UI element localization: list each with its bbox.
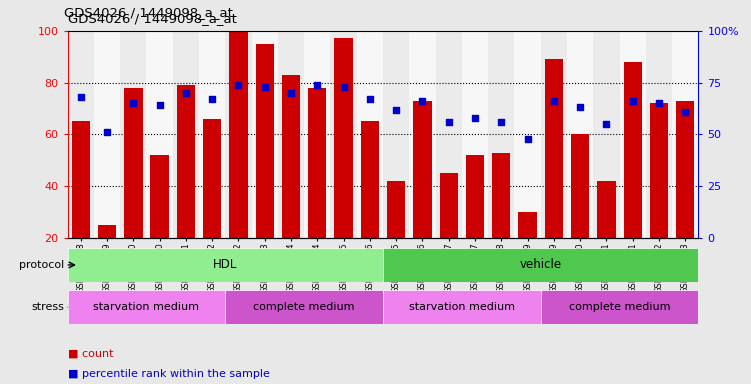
Point <box>521 136 533 142</box>
Point <box>548 98 560 104</box>
Bar <box>646 31 672 238</box>
Bar <box>383 290 541 324</box>
Bar <box>173 31 199 238</box>
Point <box>496 119 508 125</box>
Bar <box>94 31 120 238</box>
Point <box>75 94 87 100</box>
Bar <box>567 31 593 238</box>
Bar <box>676 101 695 238</box>
Bar <box>124 88 143 238</box>
Bar <box>492 152 511 238</box>
Text: complete medium: complete medium <box>253 302 355 312</box>
Point <box>679 109 691 115</box>
Bar <box>176 85 195 238</box>
Bar <box>203 119 222 238</box>
Bar <box>360 121 379 238</box>
Bar <box>383 31 409 238</box>
Bar <box>409 31 436 238</box>
Text: GDS4026 / 1449098_a_at: GDS4026 / 1449098_a_at <box>64 6 233 19</box>
Bar <box>150 155 169 238</box>
Bar <box>330 31 357 238</box>
Bar <box>439 173 458 238</box>
Bar <box>199 31 225 238</box>
Point <box>153 102 165 108</box>
Text: starvation medium: starvation medium <box>409 302 515 312</box>
Bar <box>383 248 698 282</box>
Point <box>469 115 481 121</box>
Bar <box>225 31 252 238</box>
Bar <box>436 31 462 238</box>
Bar <box>357 31 383 238</box>
Point <box>653 100 665 106</box>
Bar <box>252 31 278 238</box>
Bar <box>255 44 274 238</box>
Point <box>391 106 403 113</box>
Bar <box>387 181 406 238</box>
Point <box>338 84 350 90</box>
Bar <box>120 31 146 238</box>
Bar <box>229 31 248 238</box>
Bar <box>68 290 225 324</box>
Bar <box>413 101 432 238</box>
Text: HDL: HDL <box>213 258 237 271</box>
Bar <box>334 38 353 238</box>
Point <box>101 129 113 136</box>
Point <box>443 119 455 125</box>
Bar <box>98 225 116 238</box>
Text: ■ count: ■ count <box>68 348 113 358</box>
Bar <box>225 290 383 324</box>
Text: starvation medium: starvation medium <box>93 302 200 312</box>
Text: vehicle: vehicle <box>520 258 562 271</box>
Point <box>626 98 638 104</box>
Point <box>574 104 586 111</box>
Point <box>128 100 140 106</box>
Text: stress: stress <box>31 302 64 312</box>
Point <box>311 81 323 88</box>
Bar <box>672 31 698 238</box>
Bar <box>71 121 90 238</box>
Bar <box>597 181 616 238</box>
Point <box>285 90 297 96</box>
Bar <box>514 31 541 238</box>
Text: protocol: protocol <box>19 260 64 270</box>
Bar <box>146 31 173 238</box>
Bar <box>462 31 488 238</box>
Bar <box>68 31 94 238</box>
Bar <box>620 31 646 238</box>
Bar <box>650 103 668 238</box>
Point <box>180 90 192 96</box>
Bar <box>541 31 567 238</box>
Bar <box>68 248 383 282</box>
Bar <box>278 31 304 238</box>
Text: complete medium: complete medium <box>569 302 671 312</box>
Bar <box>304 31 330 238</box>
Text: ■ percentile rank within the sample: ■ percentile rank within the sample <box>68 369 270 379</box>
Bar <box>282 75 300 238</box>
Point <box>233 81 245 88</box>
Point <box>364 96 376 102</box>
Point <box>206 96 218 102</box>
Bar <box>488 31 514 238</box>
Bar <box>593 31 620 238</box>
Bar <box>571 134 590 238</box>
Text: GDS4026 / 1449098_a_at: GDS4026 / 1449098_a_at <box>68 12 237 25</box>
Point <box>600 121 612 127</box>
Bar <box>518 212 537 238</box>
Bar <box>623 62 642 238</box>
Point <box>416 98 428 104</box>
Bar <box>466 155 484 238</box>
Point <box>258 84 270 90</box>
Bar <box>308 88 327 238</box>
Bar <box>541 290 698 324</box>
Bar <box>544 59 563 238</box>
